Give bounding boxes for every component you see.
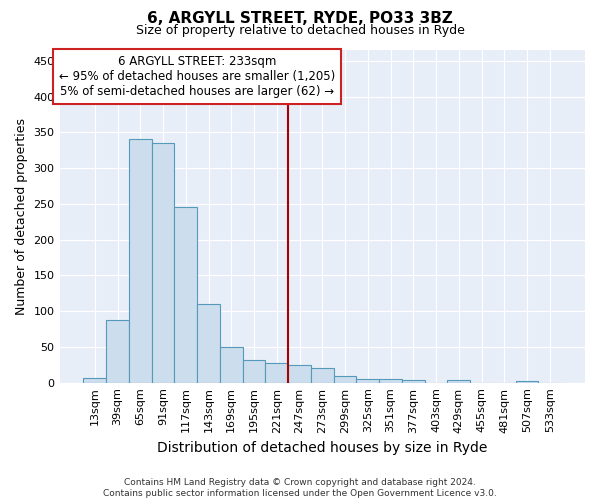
Bar xyxy=(175,208,197,382)
Bar xyxy=(242,360,265,382)
Text: Size of property relative to detached houses in Ryde: Size of property relative to detached ho… xyxy=(136,24,464,37)
Bar xyxy=(152,143,175,382)
Bar xyxy=(129,140,152,382)
Bar xyxy=(220,347,242,382)
Bar xyxy=(379,379,402,382)
Bar xyxy=(334,376,356,382)
Bar xyxy=(83,378,106,382)
X-axis label: Distribution of detached houses by size in Ryde: Distribution of detached houses by size … xyxy=(157,441,487,455)
Bar xyxy=(106,320,129,382)
Text: 6 ARGYLL STREET: 233sqm
← 95% of detached houses are smaller (1,205)
5% of semi-: 6 ARGYLL STREET: 233sqm ← 95% of detache… xyxy=(59,55,335,98)
Bar xyxy=(515,380,538,382)
Text: 6, ARGYLL STREET, RYDE, PO33 3BZ: 6, ARGYLL STREET, RYDE, PO33 3BZ xyxy=(147,11,453,26)
Bar xyxy=(265,364,288,382)
Bar xyxy=(288,365,311,382)
Bar xyxy=(197,304,220,382)
Bar xyxy=(356,379,379,382)
Bar xyxy=(448,380,470,382)
Bar xyxy=(402,380,425,382)
Text: Contains HM Land Registry data © Crown copyright and database right 2024.
Contai: Contains HM Land Registry data © Crown c… xyxy=(103,478,497,498)
Y-axis label: Number of detached properties: Number of detached properties xyxy=(15,118,28,315)
Bar xyxy=(311,368,334,382)
